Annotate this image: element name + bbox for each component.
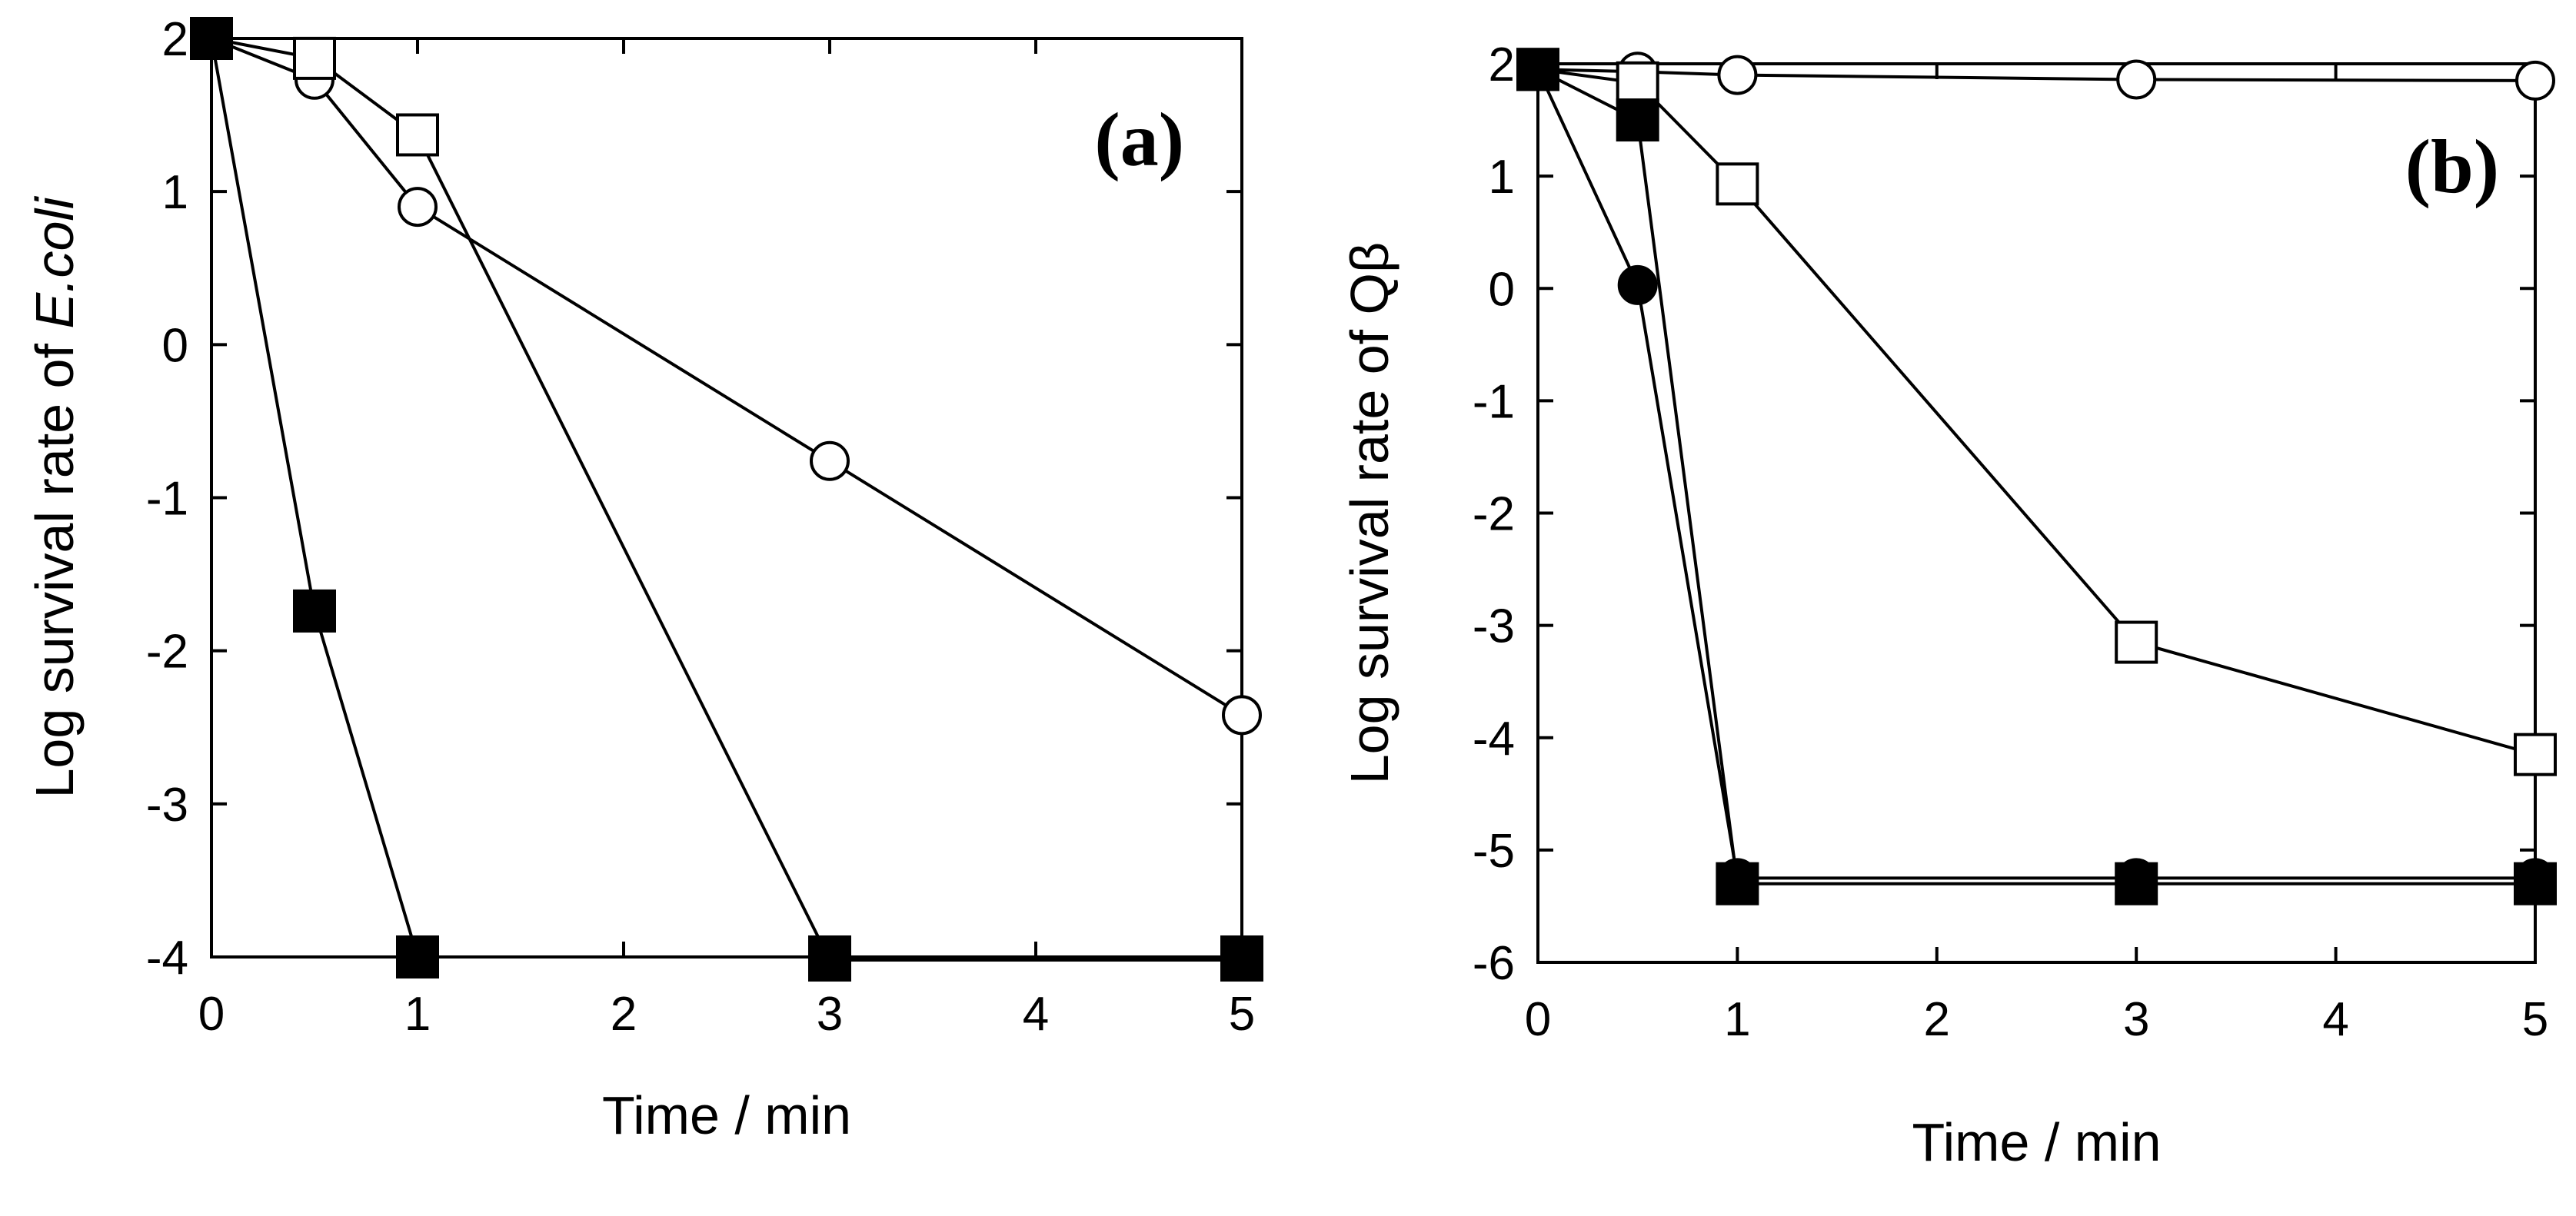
panel-a: 0 1 2 3 4 5 -4 -3 -2 -1 0 1 2 Time / min Log survival …	[25, 13, 1263, 1145]
data-point-filled-square	[293, 589, 336, 633]
y-tick-label: -4	[1473, 713, 1515, 766]
data-point-open-circle	[1222, 695, 1262, 736]
data-point-open-square	[293, 36, 336, 80]
y-axis-title: Log survival rate of Qβ	[1340, 242, 1399, 785]
y-tick-label: 0	[1489, 263, 1515, 316]
data-point-filled-square	[396, 935, 439, 978]
data-point-open-square	[2514, 733, 2557, 776]
y-axis-title-text: Log survival rate of	[25, 329, 85, 799]
x-axis-title: Time / min	[602, 1085, 851, 1145]
y-tick-label: -6	[1473, 937, 1515, 990]
x-tick-label: 3	[817, 988, 843, 1041]
data-point-filled-square	[190, 17, 233, 60]
y-tick-label: -4	[146, 932, 188, 985]
x-tick-label: 4	[2322, 993, 2348, 1046]
data-point-open-square	[1616, 61, 1659, 105]
y-tick-label: -1	[146, 473, 188, 526]
x-tick-label: 5	[2522, 993, 2548, 1046]
data-point-filled-square	[1516, 48, 1559, 91]
x-tick-label: 5	[1229, 988, 1255, 1041]
x-tick-label: 2	[1924, 993, 1950, 1046]
y-tick-label: 1	[162, 166, 188, 219]
series-line-open-circle	[1537, 68, 2536, 82]
y-tick-label: -3	[1473, 600, 1515, 653]
y-tick-label: -5	[1473, 825, 1515, 878]
plot-frame	[210, 37, 1243, 959]
data-point-open-square	[396, 113, 439, 157]
panel-b: 0 1 2 3 4 5 -6 -5 -4 -3 -2 -1 0 1 2 Time / min Log survi…	[1340, 38, 2557, 1172]
data-point-filled-square	[808, 935, 851, 978]
series-line-open-circle	[211, 37, 1243, 717]
x-axis-title: Time / min	[1912, 1112, 2161, 1172]
series-line-filled-circle	[1536, 68, 2535, 880]
series-line-filled-square	[1537, 68, 2535, 885]
data-point-open-circle	[2515, 60, 2555, 101]
x-tick-label: 0	[1525, 993, 1551, 1046]
series-line-open-square	[211, 37, 1242, 962]
x-tick-label: 1	[404, 988, 431, 1041]
x-tick-label: 2	[611, 988, 637, 1041]
y-tick-label: -2	[146, 626, 188, 679]
panel-label: (a)	[1094, 97, 1184, 182]
data-point-filled-square	[1616, 98, 1659, 142]
y-tick-label: 2	[1489, 38, 1515, 91]
x-tick-label: 0	[198, 988, 225, 1041]
data-point-open-square	[2115, 620, 2158, 664]
data-point-filled-square	[2115, 862, 2158, 905]
y-tick-label: -2	[1473, 488, 1515, 541]
series-line-open-square	[1537, 68, 2536, 756]
data-point-open-circle	[1717, 55, 1758, 95]
data-point-open-circle	[398, 187, 438, 228]
x-tick-label: 1	[1724, 993, 1750, 1046]
panel-label: (b)	[2405, 124, 2499, 209]
data-point-filled-square	[2514, 862, 2557, 905]
y-tick-label: 1	[1489, 151, 1515, 204]
y-axis-title-text: Log survival rate of Qβ	[1340, 242, 1399, 785]
data-point-filled-square	[1220, 935, 1263, 978]
y-axis-title-italic: E.coli	[25, 195, 85, 329]
data-point-open-square	[1716, 162, 1759, 206]
y-tick-label: -1	[1473, 375, 1515, 428]
y-tick-label: 2	[162, 13, 188, 66]
y-axis-title: Log survival rate of E.coli	[25, 195, 85, 798]
x-tick-label: 3	[2123, 993, 2149, 1046]
series-line-filled-square	[210, 38, 1242, 959]
data-point-open-circle	[810, 440, 850, 481]
data-point-filled-circle	[1617, 264, 1658, 305]
data-point-open-circle	[2116, 59, 2157, 100]
data-point-filled-square	[1716, 862, 1759, 905]
x-tick-label: 4	[1023, 988, 1049, 1041]
y-tick-label: 0	[162, 319, 188, 372]
y-tick-label: -3	[146, 779, 188, 832]
